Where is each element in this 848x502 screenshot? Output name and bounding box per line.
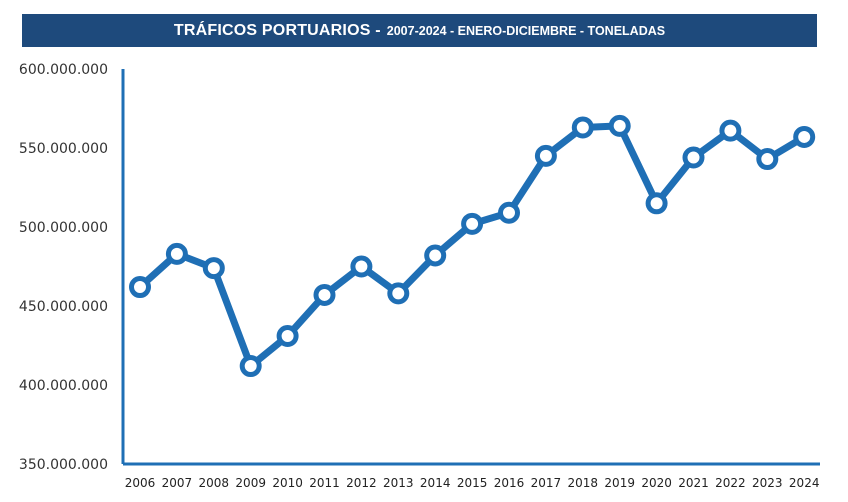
x-tick-label: 2023 <box>752 476 783 490</box>
data-point <box>313 283 336 306</box>
data-point <box>498 201 520 224</box>
x-tick-label: 2014 <box>420 476 451 490</box>
data-point <box>571 116 594 139</box>
x-tick-label: 2024 <box>789 476 820 490</box>
data-point <box>239 355 262 378</box>
data-point <box>350 255 373 278</box>
x-tick-label: 2022 <box>715 476 746 490</box>
y-tick-label: 450.000.000 <box>19 299 108 315</box>
data-point <box>756 148 779 171</box>
data-point <box>645 192 668 215</box>
x-tick-label: 2013 <box>383 476 414 490</box>
data-point <box>719 119 742 142</box>
x-tick-label: 2021 <box>678 476 709 490</box>
x-tick-label: 2007 <box>162 476 193 490</box>
data-point <box>461 212 484 235</box>
x-tick-label: 2015 <box>457 476 488 490</box>
x-tick-label: 2019 <box>604 476 635 490</box>
x-tick-label: 2009 <box>235 476 266 490</box>
data-point <box>608 114 631 137</box>
chart-title-bar: TRÁFICOS PORTUARIOS - 2007-2024 - ENERO-… <box>22 14 817 47</box>
data-point <box>129 276 151 299</box>
y-tick-label: 600.000.000 <box>19 62 108 78</box>
data-point <box>682 146 705 169</box>
y-tick-label: 350.000.000 <box>19 457 108 473</box>
y-tick-label: 500.000.000 <box>19 220 108 236</box>
x-tick-label: 2006 <box>125 476 156 490</box>
x-tick-label: 2008 <box>199 476 230 490</box>
data-point <box>534 144 557 167</box>
data-points <box>129 114 816 378</box>
x-tick-label: 2012 <box>346 476 377 490</box>
x-tick-label: 2017 <box>531 476 562 490</box>
x-axis-ticks: 2006 2007 2008 2009 2010 2011 2012 2013 2014 2015… <box>125 476 820 490</box>
y-axis-ticks: 600.000.000 550.000.000 500.000.000 450.000… <box>19 62 108 473</box>
data-point <box>387 282 410 305</box>
data-point <box>202 257 225 280</box>
chart-subtitle: 2007-2024 - ENERO-DICIEMBRE - TONELADAS <box>386 23 666 38</box>
x-tick-label: 2018 <box>568 476 599 490</box>
y-tick-label: 550.000.000 <box>19 141 108 157</box>
series-line <box>136 122 808 370</box>
data-point <box>793 125 816 148</box>
x-tick-label: 2016 <box>494 476 525 490</box>
chart-title: TRÁFICOS PORTUARIOS - <box>173 21 381 39</box>
x-tick-label: 2020 <box>641 476 672 490</box>
data-point <box>165 242 188 265</box>
data-point <box>424 244 447 267</box>
y-tick-label: 400.000.000 <box>19 378 108 394</box>
data-point <box>276 325 299 348</box>
x-tick-label: 2011 <box>309 476 340 490</box>
x-tick-label: 2010 <box>272 476 303 490</box>
